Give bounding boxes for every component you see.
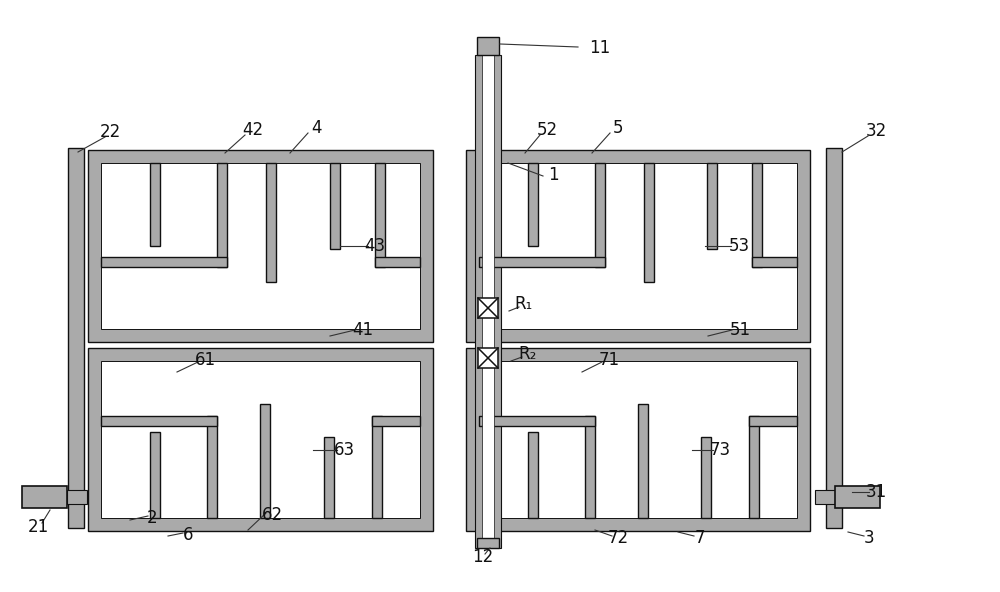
- Text: 43: 43: [364, 237, 386, 255]
- Bar: [638, 404, 648, 518]
- Bar: [528, 163, 538, 246]
- Text: 31: 31: [865, 483, 887, 501]
- Text: 53: 53: [728, 237, 750, 255]
- Text: 4: 4: [311, 119, 321, 137]
- Bar: [375, 163, 385, 267]
- Bar: [479, 361, 797, 518]
- Bar: [482, 55, 494, 548]
- Text: 1: 1: [548, 166, 558, 184]
- Text: 11: 11: [589, 39, 611, 57]
- Text: 42: 42: [242, 121, 264, 139]
- Bar: [835, 486, 880, 508]
- Bar: [88, 150, 433, 342]
- Bar: [330, 163, 340, 249]
- Bar: [101, 416, 217, 426]
- Text: 61: 61: [194, 351, 216, 369]
- Bar: [477, 37, 499, 55]
- Bar: [478, 348, 498, 368]
- Bar: [477, 538, 499, 548]
- Text: 32: 32: [865, 122, 887, 140]
- Bar: [749, 416, 759, 518]
- Text: 51: 51: [729, 321, 751, 339]
- Bar: [644, 163, 654, 282]
- Bar: [101, 257, 227, 267]
- Text: 7: 7: [695, 529, 705, 547]
- Text: 6: 6: [183, 526, 193, 544]
- Bar: [207, 416, 217, 518]
- Bar: [372, 416, 382, 518]
- Bar: [752, 163, 762, 267]
- Text: 41: 41: [352, 321, 374, 339]
- Bar: [372, 416, 420, 426]
- Bar: [466, 348, 810, 531]
- Text: 21: 21: [27, 518, 49, 536]
- Bar: [324, 437, 334, 518]
- Text: 5: 5: [613, 119, 623, 137]
- Text: 73: 73: [709, 441, 731, 459]
- Bar: [67, 490, 87, 504]
- Bar: [815, 490, 835, 504]
- Text: 63: 63: [333, 441, 355, 459]
- Bar: [707, 163, 717, 249]
- Bar: [88, 348, 433, 531]
- Bar: [475, 55, 501, 548]
- Bar: [101, 163, 420, 329]
- Bar: [375, 257, 420, 267]
- Bar: [752, 257, 797, 267]
- Bar: [826, 148, 842, 528]
- Text: 3: 3: [864, 529, 874, 547]
- Text: 12: 12: [472, 548, 494, 566]
- Bar: [528, 432, 538, 518]
- Bar: [22, 486, 67, 508]
- Bar: [260, 404, 270, 518]
- Text: 2: 2: [147, 509, 157, 527]
- Bar: [478, 298, 498, 318]
- Bar: [595, 163, 605, 267]
- Text: 22: 22: [99, 123, 121, 141]
- Bar: [749, 416, 797, 426]
- Bar: [101, 361, 420, 518]
- Text: R₂: R₂: [519, 345, 537, 363]
- Bar: [150, 432, 160, 518]
- Bar: [701, 437, 711, 518]
- Text: R₁: R₁: [514, 295, 532, 313]
- Text: 72: 72: [607, 529, 629, 547]
- Text: 71: 71: [598, 351, 620, 369]
- Bar: [150, 163, 160, 246]
- Bar: [479, 257, 605, 267]
- Text: 52: 52: [536, 121, 558, 139]
- Bar: [479, 163, 797, 329]
- Bar: [266, 163, 276, 282]
- Bar: [68, 148, 84, 528]
- Text: 62: 62: [261, 506, 283, 524]
- Bar: [466, 150, 810, 342]
- Bar: [585, 416, 595, 518]
- Bar: [479, 416, 595, 426]
- Bar: [217, 163, 227, 267]
